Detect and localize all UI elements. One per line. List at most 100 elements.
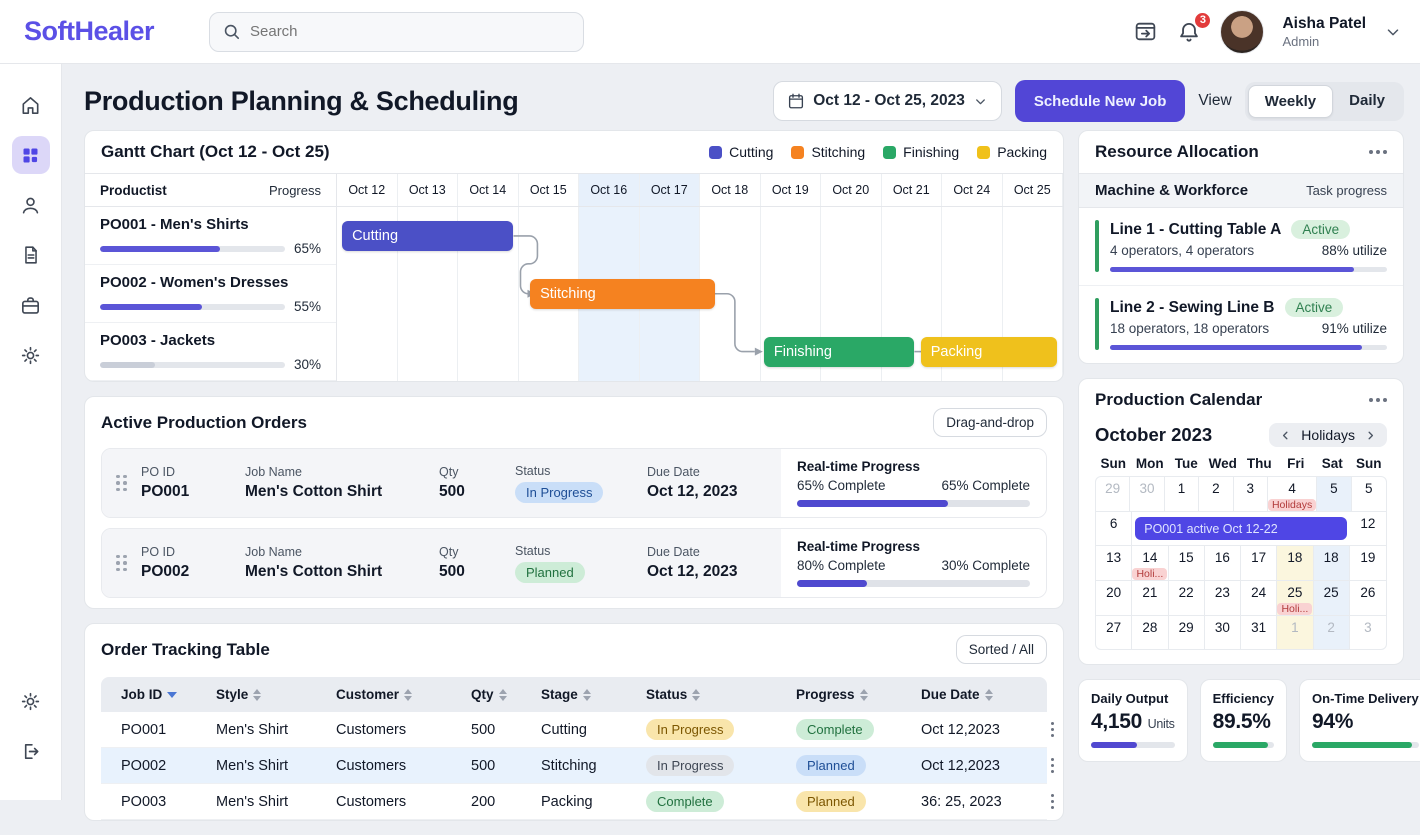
chevron-left-icon[interactable] [1279,429,1292,442]
column-header-job-id[interactable]: Job ID [121,687,216,702]
calendar-day-cell[interactable]: 31 [1241,616,1278,649]
app-logo[interactable]: SoftHealer [24,16,155,46]
gantt-bar-cutting[interactable]: Cutting [342,221,514,251]
gantt-day-header[interactable]: Oct 20 [821,174,882,206]
calendar-day-cell[interactable]: 1 [1165,477,1200,511]
column-header-progress[interactable]: Progress [796,687,921,702]
calendar-day-cell[interactable]: 6 [1096,512,1133,545]
calendar-day-cell[interactable]: 3 [1350,616,1386,649]
calendar-day-cell[interactable]: 19 [1350,546,1386,580]
gantt-order-row[interactable]: PO001 - Men's Shirts 65% [85,207,336,265]
calendar-day-cell[interactable]: 2 [1199,477,1234,511]
calendar-day-cell[interactable]: 5 [1317,477,1352,511]
user-info[interactable]: Aisha Patel Admin [1282,14,1366,48]
calendar-day-cell[interactable]: 30 [1130,477,1165,511]
sidebar-item-users[interactable] [12,186,50,224]
chevron-right-icon[interactable] [1364,429,1377,442]
calendar-day-cell[interactable]: 15 [1169,546,1205,580]
calendar-day-cell[interactable]: 18 [1313,546,1350,580]
row-menu-icon[interactable] [1036,793,1063,810]
calendar-day-cell[interactable]: 29 [1169,616,1205,649]
drag-handle-icon[interactable] [116,474,127,492]
view-option-weekly[interactable]: Weekly [1247,84,1334,118]
more-options-icon[interactable] [1369,398,1387,402]
calendar-day-cell[interactable]: 25 Holi... [1277,581,1314,615]
calendar-day-cell[interactable]: 1 [1277,616,1314,649]
calendar-day-cell[interactable]: 20 [1096,581,1133,615]
calendar-day-cell[interactable]: 14 Holi... [1132,546,1169,580]
order-card[interactable]: PO ID PO001 Job Name Men's Cotton Shirt Qty 5… [101,448,1047,518]
gantt-bar-stitching[interactable]: Stitching [530,279,716,309]
sidebar-item-logout[interactable] [12,732,50,770]
notification-bell-icon[interactable]: 3 [1176,10,1213,45]
view-option-daily[interactable]: Daily [1349,91,1385,109]
calendar-day-cell[interactable]: 22 [1169,581,1205,615]
sidebar-item-home[interactable] [12,86,50,124]
drag-and-drop-button[interactable]: Drag-and-drop [933,408,1047,437]
gantt-day-header[interactable]: Oct 24 [942,174,1003,206]
calendar-day-cell[interactable]: 16 [1205,546,1241,580]
gantt-bar-packing[interactable]: Packing [920,337,1058,367]
sorted-all-button[interactable]: Sorted / All [955,635,1047,664]
resource-item[interactable]: Line 1 - Cutting Table A Active 4 operator… [1079,208,1403,286]
calendar-day-cell[interactable]: 13 [1096,546,1133,580]
calendar-day-cell[interactable]: 18 [1277,546,1314,580]
calendar-day-cell[interactable]: 21 [1132,581,1169,615]
calendar-day-cell[interactable]: 27 [1096,616,1133,649]
gantt-order-row[interactable]: PO002 - Women's Dresses 55% [85,265,336,323]
gantt-day-header[interactable]: Oct 25 [1003,174,1063,206]
column-header-status[interactable]: Status [646,687,796,702]
gantt-bar-finishing[interactable]: Finishing [763,337,915,367]
calendar-day-cell[interactable]: 17 [1241,546,1278,580]
window-arrow-icon[interactable] [1133,19,1158,44]
gantt-day-header[interactable]: Oct 15 [519,174,579,206]
sidebar-item-settings[interactable] [12,336,50,374]
avatar[interactable] [1220,9,1265,54]
column-header-style[interactable]: Style [216,687,336,702]
order-card[interactable]: PO ID PO002 Job Name Men's Cotton Shirt Qty 5… [101,528,1047,598]
gantt-day-header[interactable]: Oct 21 [882,174,942,206]
gantt-order-row[interactable]: PO003 - Jackets 30% [85,323,336,381]
sidebar-item-documents[interactable] [12,236,50,274]
calendar-day-cell[interactable]: 29 [1096,477,1131,511]
calendar-day-cell[interactable]: 3 [1234,477,1268,511]
calendar-day-cell[interactable]: 2 [1313,616,1350,649]
search-input[interactable] [250,23,550,40]
calendar-day-cell[interactable]: 12 [1350,512,1386,545]
column-header-due-date[interactable]: Due Date [921,687,1036,702]
calendar-day-cell[interactable]: 24 [1241,581,1278,615]
calendar-day-cell[interactable]: 26 [1350,581,1386,615]
sidebar-item-dashboard[interactable] [11,136,50,174]
calendar-day-cell[interactable]: 30 [1205,616,1241,649]
calendar-day-cell[interactable]: 5 [1352,477,1386,511]
gantt-day-header[interactable]: Oct 18 [700,174,761,206]
table-row[interactable]: PO002 Men's Shirt Customers 500 Stitching In … [101,748,1055,784]
calendar-day-cell[interactable]: 28 [1132,616,1169,649]
gantt-day-header[interactable]: Oct 14 [458,174,519,206]
gantt-day-header[interactable]: Oct 12 [337,174,398,206]
calendar-event-bar[interactable]: PO001 active Oct 12-22 [1135,517,1347,540]
calendar-day-cell[interactable]: 23 [1205,581,1241,615]
sidebar-item-preferences[interactable] [12,682,50,720]
column-header-stage[interactable]: Stage [541,687,646,702]
table-row[interactable]: PO003 Men's Shirt Customers 200 Packing Compl… [101,784,1055,820]
search-bar[interactable] [209,11,584,52]
gantt-day-header[interactable]: Oct 13 [398,174,458,206]
calendar-nav-label[interactable]: Holidays [1301,427,1355,443]
gantt-day-header[interactable]: Oct 16 [579,174,640,206]
row-menu-icon[interactable] [1036,757,1063,774]
drag-handle-icon[interactable] [116,554,127,572]
column-header-customer[interactable]: Customer [336,687,471,702]
calendar-day-cell[interactable]: 4 Holidays [1267,477,1318,511]
schedule-new-job-button[interactable]: Schedule New Job [1014,80,1186,122]
date-range-picker[interactable]: Oct 12 - Oct 25, 2023 [773,81,1002,121]
more-options-icon[interactable] [1369,150,1387,154]
gantt-day-header[interactable]: Oct 17 [639,174,700,206]
table-row[interactable]: PO001 Men's Shirt Customers 500 Cutting In Pr… [101,712,1055,748]
gantt-day-header[interactable]: Oct 19 [761,174,821,206]
resource-item[interactable]: Line 2 - Sewing Line B Active 18 operators… [1079,286,1403,363]
sidebar-item-jobs[interactable] [12,286,50,324]
column-header-qty[interactable]: Qty [471,687,541,702]
calendar-day-cell[interactable]: 25 [1313,581,1350,615]
chevron-down-icon[interactable] [1384,23,1402,41]
